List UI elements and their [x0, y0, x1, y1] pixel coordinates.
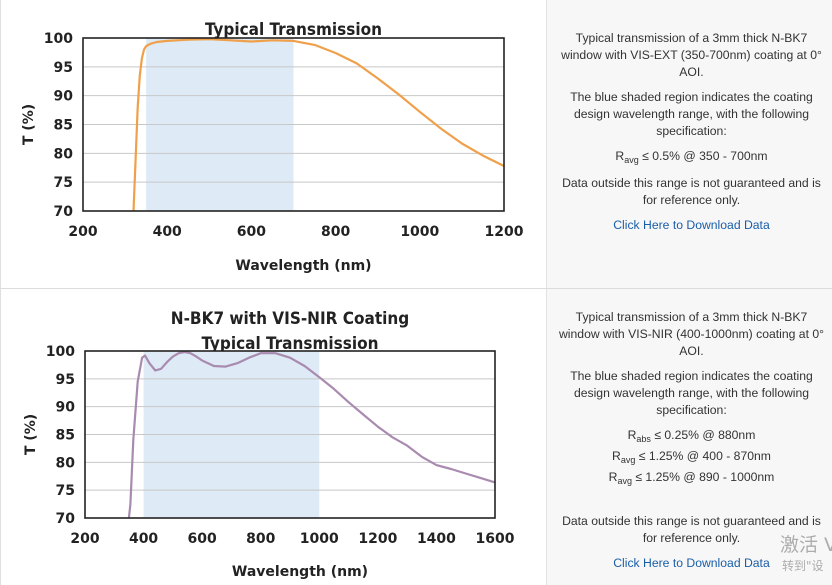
spec-symbol: R: [627, 428, 637, 442]
product-row-vis-nir: N-BK7 with VIS-NIR Coating Typical Transm…: [0, 289, 832, 585]
activation-watermark: 激活 V: [780, 534, 832, 556]
x-tick-label: 200: [68, 224, 97, 240]
plot-frame: [84, 350, 496, 519]
y-tick-label: 70: [54, 204, 74, 220]
download-data-link[interactable]: Click Here to Download Data: [613, 556, 770, 570]
chart-cell: N-BK7 with VIS-NIR Coating Typical Transm…: [0, 289, 546, 585]
y-axis-label: T (%): [21, 104, 37, 145]
chart-title-line1: N-BK7 with VIS-NIR Coating: [171, 309, 409, 329]
description-cell: Typical transmission of a 3mm thick N-BK…: [546, 0, 832, 288]
x-tick-label: 1200: [485, 224, 524, 240]
transmission-curve: [132, 38, 505, 212]
x-tick-label: 600: [237, 224, 266, 240]
transmission-curve: [127, 351, 496, 519]
x-tick-label: 1400: [417, 531, 456, 547]
spec-list: Rabs ≤ 0.25% @ 880nm Ravg ≤ 1.25% @ 400 -…: [557, 427, 826, 490]
coating-region-text: The blue shaded region indicates the coa…: [570, 369, 813, 417]
spec-subscript: avg: [624, 155, 639, 165]
spec-symbol: R: [615, 149, 625, 163]
description-block: Typical transmission of a 3mm thick N-BK…: [557, 30, 826, 234]
y-tick-label: 80: [54, 146, 74, 162]
y-axis-label: T (%): [23, 414, 39, 455]
transmission-chart-vis-ext: Typical Transmission 70 75 80 85 90 95 100 200 40…: [21, 20, 524, 274]
x-axis-label: Wavelength (nm): [235, 258, 371, 274]
y-tick-label: 75: [54, 175, 73, 191]
product-row-vis-ext: Typical Transmission 70 75 80 85 90 95 100 200 40…: [0, 0, 832, 289]
spec-list: Ravg ≤ 0.5% @ 350 - 700nm: [557, 148, 826, 169]
spec-subscript: avg: [620, 455, 636, 465]
x-tick-label: 1200: [358, 531, 397, 547]
coating-region-text: The blue shaded region indicates the coa…: [570, 90, 813, 138]
spec-value: ≤ 1.25% @ 890 - 1000nm: [631, 470, 775, 484]
spec-value: ≤ 0.25% @ 880nm: [650, 428, 756, 442]
chart-title-line2: Typical Transmission: [202, 334, 379, 354]
y-tick-label: 75: [56, 483, 75, 499]
y-tick-label: 95: [54, 60, 73, 76]
y-tick-label: 90: [56, 400, 76, 416]
disclaimer-text: Data outside this range is not guarantee…: [562, 514, 821, 545]
download-data-link[interactable]: Click Here to Download Data: [613, 218, 770, 232]
spec-line: Rabs ≤ 0.25% @ 880nm: [557, 427, 826, 448]
y-tick-label: 85: [56, 428, 75, 444]
y-tick-label: 70: [56, 511, 76, 527]
spec-symbol: R: [608, 470, 618, 484]
plot-frame: [82, 37, 505, 212]
x-tick-label: 200: [70, 531, 99, 547]
description-cell: Typical transmission of a 3mm thick N-BK…: [546, 289, 832, 585]
spec-symbol: R: [612, 449, 621, 463]
transmission-chart-vis-nir: N-BK7 with VIS-NIR Coating Typical Transm…: [23, 309, 515, 580]
description-text: Typical transmission of a 3mm thick N-BK…: [561, 31, 822, 79]
spec-subscript: avg: [617, 476, 632, 486]
description-text: Typical transmission of a 3mm thick N-BK…: [559, 310, 824, 358]
x-tick-label: 800: [321, 224, 350, 240]
x-tick-label: 1600: [476, 531, 515, 547]
chart-cell: Typical Transmission 70 75 80 85 90 95 100 200 40…: [0, 0, 546, 288]
x-axis-label: Wavelength (nm): [232, 564, 368, 580]
chart-title-line2: Typical Transmission: [205, 20, 382, 40]
x-tick-label: 800: [246, 531, 275, 547]
y-tick-label: 100: [44, 31, 73, 47]
disclaimer-text: Data outside this range is not guarantee…: [562, 176, 821, 207]
y-tick-label: 80: [56, 455, 76, 471]
y-tick-label: 95: [56, 372, 75, 388]
spec-value: ≤ 1.25% @ 400 - 870nm: [635, 449, 771, 463]
spec-line: Ravg ≤ 1.25% @ 890 - 1000nm: [557, 469, 826, 490]
spec-line: Ravg ≤ 1.25% @ 400 - 870nm: [557, 448, 826, 469]
x-tick-label: 1000: [400, 224, 439, 240]
x-tick-label: 400: [129, 531, 158, 547]
y-tick-label: 90: [54, 89, 74, 105]
x-tick-label: 1000: [300, 531, 339, 547]
y-tick-label: 85: [54, 118, 73, 134]
activation-watermark-subtext: 转到"设: [782, 559, 824, 573]
spec-subscript: abs: [636, 434, 651, 444]
x-tick-label: 600: [188, 531, 217, 547]
description-block: Typical transmission of a 3mm thick N-BK…: [557, 309, 826, 572]
x-tick-label: 400: [153, 224, 182, 240]
spec-line: Ravg ≤ 0.5% @ 350 - 700nm: [557, 148, 826, 169]
y-tick-label: 100: [46, 344, 75, 360]
spec-value: ≤ 0.5% @ 350 - 700nm: [638, 149, 768, 163]
